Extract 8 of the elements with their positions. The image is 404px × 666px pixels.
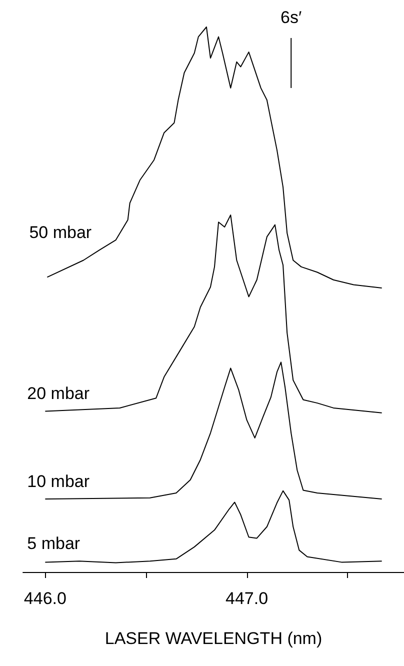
x-axis-title: LASER WAVELENGTH (nm) [104,629,322,648]
series-label: 50 mbar [29,222,92,242]
ref-line-label: 6s′ [280,8,302,27]
x-tick-label: 447.0 [225,589,268,608]
x-tick-label: 446.0 [24,589,66,608]
series-label: 20 mbar [27,384,90,404]
series-label: 10 mbar [27,472,90,491]
series-label: 5 mbar [27,534,80,554]
